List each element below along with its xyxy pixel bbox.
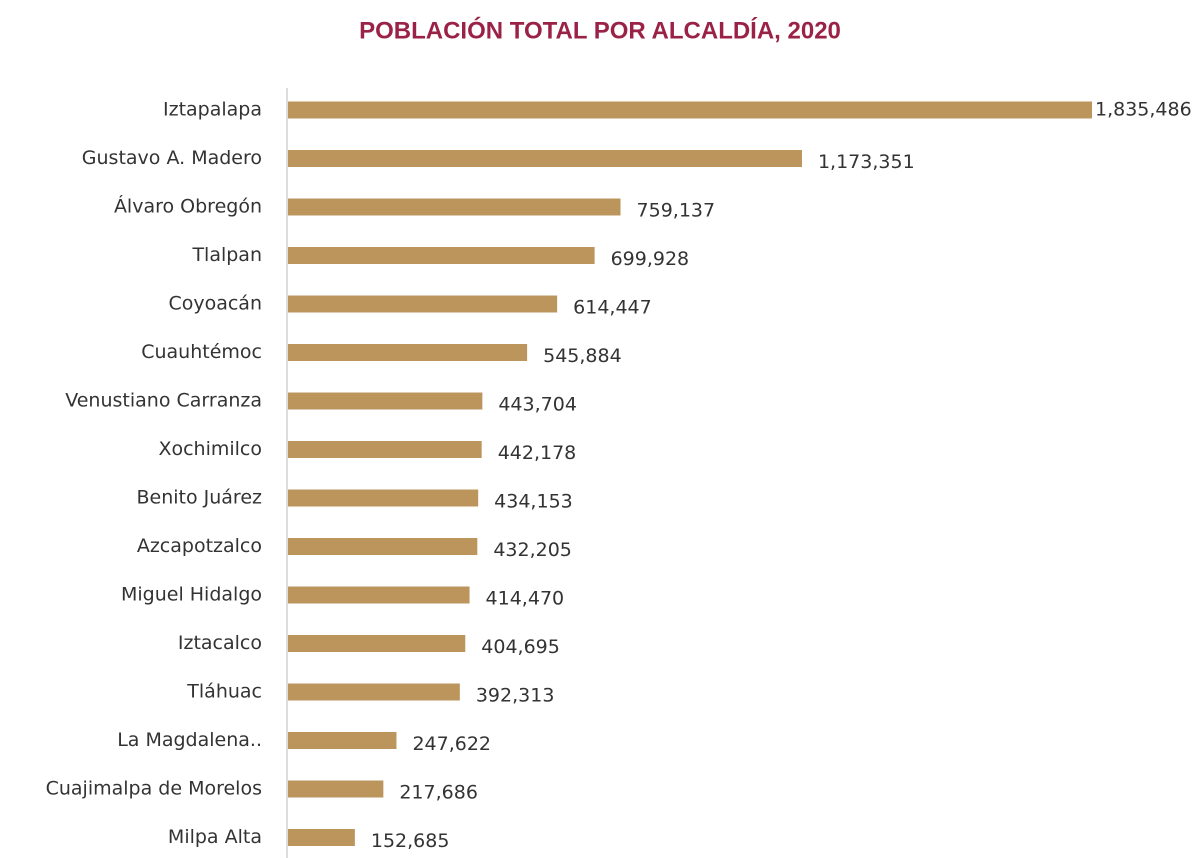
value-label: 442,178 [498,442,577,464]
bar [288,150,802,167]
value-label: 759,137 [637,200,716,222]
value-label: 392,313 [476,685,555,707]
bar [288,489,479,507]
value-label: 699,928 [611,248,690,270]
bar [288,247,595,264]
value-label: 404,695 [481,636,560,658]
category-label: Benito Juárez [136,487,262,509]
category-label: Álvaro Obregón [114,195,262,218]
value-label: 414,470 [486,588,565,610]
bar [288,732,397,749]
value-label: 247,622 [412,733,491,755]
value-label: 1,173,351 [818,151,915,173]
bar [288,392,483,410]
category-label: Gustavo A. Madero [82,147,262,169]
bar [288,198,621,216]
bar [288,538,478,555]
bar [288,683,460,701]
bar [288,295,558,313]
category-label: Cuajimalpa de Morelos [46,778,262,800]
value-label: 152,685 [371,830,450,852]
category-label: La Magdalena.. [117,729,262,751]
value-label: 614,447 [573,297,652,319]
value-label: 434,153 [494,491,573,513]
category-label: Cuauhtémoc [141,341,262,363]
category-label: Xochimilco [158,438,262,460]
value-label: 1,835,486 [1095,99,1192,121]
bar [288,344,528,361]
value-label: 432,205 [493,539,572,561]
bar [288,780,384,798]
bar [288,586,470,604]
category-label: Miguel Hidalgo [121,584,262,606]
bar [288,635,466,652]
category-label: Iztapalapa [163,99,262,121]
value-label: 545,884 [543,345,622,367]
value-label: 217,686 [399,782,478,804]
chart-title: POBLACIÓN TOTAL POR ALCALDÍA, 2020 [359,16,841,44]
category-label: Venustiano Carranza [65,390,262,412]
category-label: Tláhuac [186,681,262,703]
bar [288,441,482,458]
bar [288,101,1092,119]
category-label: Azcapotzalco [137,535,262,557]
category-label: Coyoacán [168,293,262,315]
category-label: Iztacalco [178,632,262,654]
category-label: Milpa Alta [168,826,262,848]
category-label: Tlalpan [191,244,262,266]
value-label: 443,704 [498,394,577,416]
bar [288,829,355,846]
